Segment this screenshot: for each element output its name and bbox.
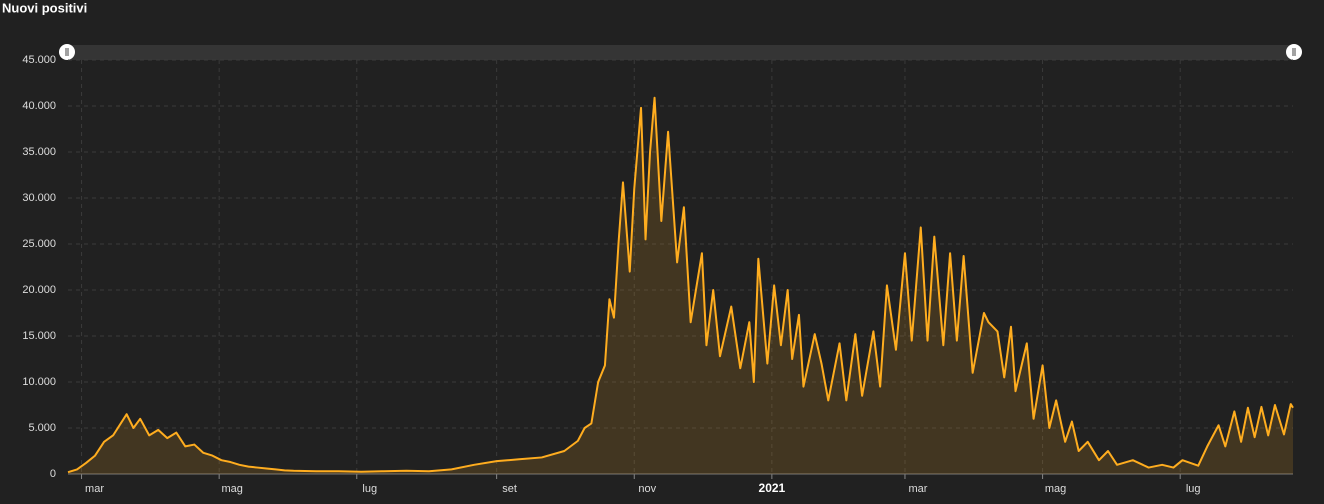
range-slider[interactable] <box>67 45 1294 60</box>
x-tick-label: mar <box>85 483 104 495</box>
x-tick-label: lug <box>362 483 377 495</box>
y-tick-label: 45.000 <box>22 54 56 66</box>
line <box>67 96 1294 474</box>
y-tick-label: 35.000 <box>22 146 56 158</box>
x-tick-label: lug <box>1186 483 1201 495</box>
slider-handle[interactable] <box>59 44 75 60</box>
y-tick-label: 30.000 <box>22 192 56 204</box>
y-tick-label: 15.000 <box>22 330 56 342</box>
x-tick-label: mar <box>908 483 927 495</box>
y-tick-label: 20.000 <box>22 284 56 296</box>
x-tick-label: 2021 <box>759 481 786 495</box>
area-fill <box>68 97 1293 474</box>
y-tick-label: 25.000 <box>22 238 56 250</box>
y-tick-label: 0 <box>50 468 56 480</box>
slider-handle[interactable] <box>1286 44 1302 60</box>
y-tick-label: 10.000 <box>22 376 56 388</box>
x-tick-label: set <box>502 483 517 495</box>
y-tick-label: 5.000 <box>28 422 56 434</box>
chart-title: Nuovi positivi <box>2 0 87 15</box>
x-tick-label: mag <box>1045 483 1066 495</box>
x-tick-label: nov <box>638 483 656 495</box>
y-tick-label: 40.000 <box>22 100 56 112</box>
x-tick-label: mag <box>221 483 242 495</box>
